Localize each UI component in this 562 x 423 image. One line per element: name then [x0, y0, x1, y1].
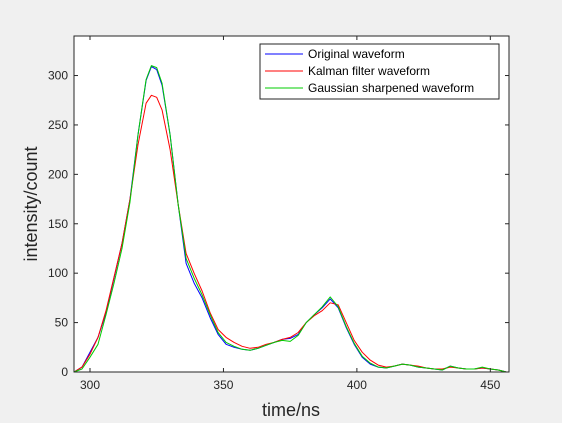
x-tick-label: 300 — [80, 378, 100, 392]
legend-label-0: Original waveform — [308, 47, 405, 61]
x-tick-label: 450 — [480, 378, 500, 392]
x-tick-label: 350 — [213, 378, 233, 392]
y-tick-label: 200 — [48, 167, 68, 181]
legend: Original waveform Kalman filter waveform G… — [259, 43, 500, 100]
series-layer — [73, 65, 507, 373]
y-tick-label: 150 — [48, 217, 68, 231]
y-tick-label: 300 — [48, 69, 68, 83]
legend-label-1: Kalman filter waveform — [308, 64, 430, 78]
series-line-2 — [73, 65, 507, 373]
plot-frame — [73, 35, 510, 373]
y-tick-label: 0 — [61, 365, 68, 379]
x-axis-label: time/ns — [262, 400, 320, 420]
x-tick-label: 400 — [347, 378, 367, 392]
y-tick-label: 50 — [55, 316, 69, 330]
y-axis-label: intensity/count — [21, 146, 41, 261]
y-tick-label: 100 — [48, 266, 68, 280]
legend-label-2: Gaussian sharpened waveform — [308, 81, 474, 95]
x-axis: 300 350 400 450 — [80, 36, 501, 392]
y-axis: 0 50 100 150 200 250 300 — [48, 69, 509, 379]
y-tick-label: 250 — [48, 118, 68, 132]
